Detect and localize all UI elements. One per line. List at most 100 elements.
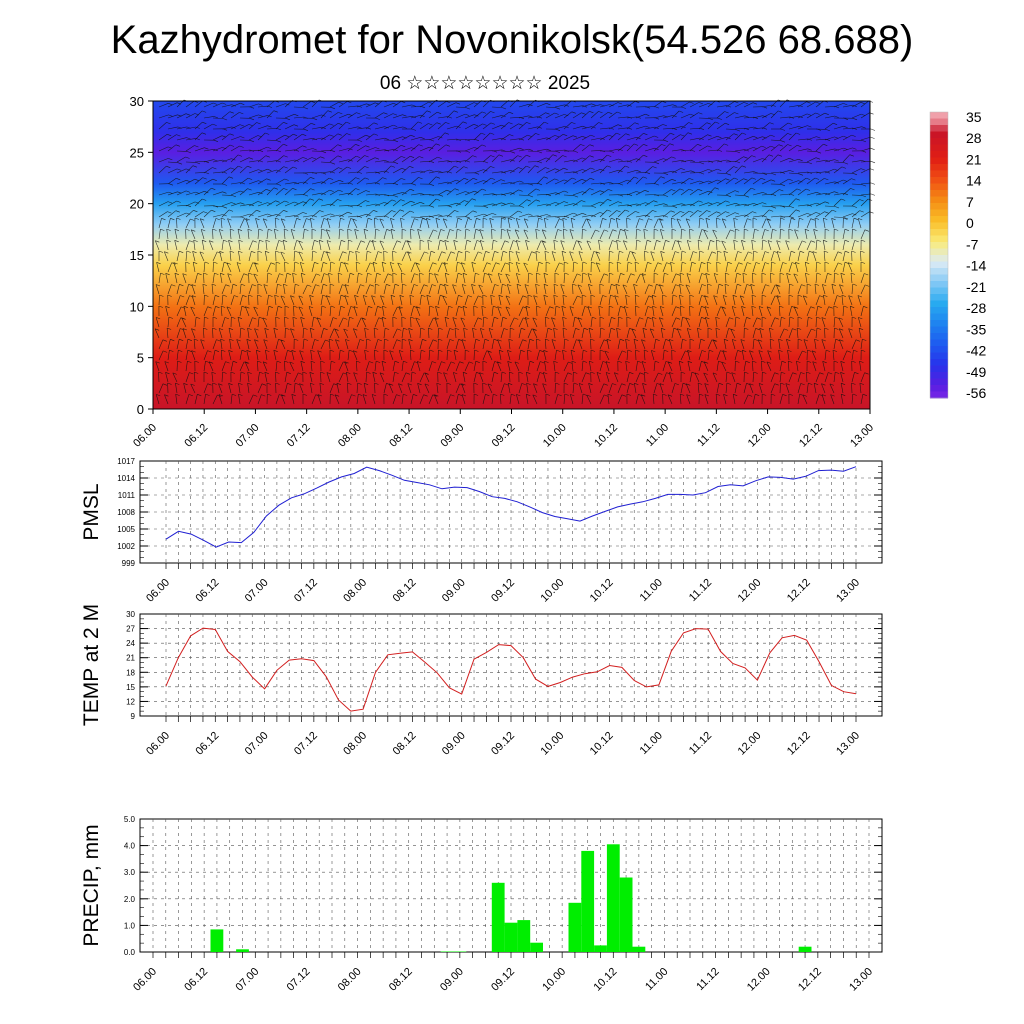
wind-barb	[833, 316, 836, 328]
wind-barb-flag	[160, 272, 165, 275]
wind-barb	[284, 273, 288, 284]
wind-barb	[723, 394, 727, 405]
wind-barb-flag	[203, 371, 209, 374]
wind-barb	[689, 102, 700, 108]
wind-barb	[166, 327, 169, 339]
wind-barb-flag	[311, 123, 316, 126]
wind-barb-flag	[501, 193, 507, 196]
wind-barb-flag	[578, 383, 584, 386]
wind-barb	[823, 218, 826, 229]
wind-barb	[833, 339, 836, 350]
wind-barb-flag	[860, 261, 866, 264]
wind-barb-flag	[619, 338, 625, 341]
wind-barb-flag	[834, 159, 839, 162]
wind-barb	[595, 251, 601, 262]
wind-barb	[770, 229, 773, 240]
wind-barb	[460, 262, 466, 273]
wind-barb	[851, 339, 857, 350]
wind-barb-flag	[644, 250, 649, 253]
wind-barb	[328, 338, 331, 350]
wind-barb	[823, 295, 826, 306]
wind-barb	[842, 213, 853, 218]
wind-barb-flag	[747, 262, 752, 265]
wind-barb-flag	[571, 111, 576, 114]
wind-barb-flag	[616, 111, 622, 114]
wind-barb-flag	[721, 306, 727, 309]
wind-barb-flag	[492, 213, 497, 216]
wind-barb-flag	[589, 155, 594, 158]
wind-barb	[523, 229, 529, 240]
wind-barb-flag	[389, 350, 394, 353]
wind-barb-flag	[701, 350, 707, 353]
wind-barb	[338, 113, 349, 119]
wind-barb-flag	[462, 121, 468, 124]
wind-barb-flag	[734, 190, 740, 193]
wind-barb-flag	[366, 114, 371, 117]
wind-barb	[392, 114, 403, 119]
wind-barb	[488, 273, 493, 284]
wind-barb	[284, 215, 295, 218]
wind-barb-flag	[699, 127, 705, 130]
wind-barb	[635, 349, 637, 361]
wind-barb-flag	[507, 284, 512, 287]
wind-barb	[356, 317, 362, 328]
wind-barb-flag	[849, 154, 854, 157]
wind-barb	[599, 154, 608, 163]
wind-barb	[379, 372, 385, 383]
wind-barb	[193, 240, 196, 251]
wind-barb-flag	[275, 250, 280, 253]
wind-barb-flag	[583, 327, 589, 330]
wind-barb-flag	[692, 251, 698, 254]
wind-barb	[842, 147, 853, 152]
wind-barb-flag	[427, 239, 432, 242]
wind-barb	[266, 169, 277, 174]
wind-barb	[356, 177, 366, 185]
wind-barb	[374, 202, 385, 207]
wind-barb-flag	[807, 125, 812, 128]
wind-barb	[487, 350, 493, 361]
wind-barb-flag	[801, 240, 807, 243]
wind-barb-flag	[188, 394, 194, 397]
wind-barb-flag	[203, 327, 208, 330]
wind-barb	[455, 339, 459, 350]
wind-barb-flag	[564, 393, 569, 396]
wind-barb	[410, 284, 415, 295]
colorbar-segment	[930, 151, 948, 158]
wind-barb-flag	[213, 116, 219, 119]
wind-barb-flag	[478, 295, 483, 298]
wind-barb	[311, 240, 315, 251]
wind-barb-flag	[347, 228, 352, 231]
wind-barb	[455, 178, 465, 185]
wind-barb-flag	[308, 306, 314, 309]
colorbar-segment	[930, 170, 948, 178]
wind-barb	[293, 181, 304, 185]
wind-barb	[274, 229, 277, 240]
wind-barb-flag	[481, 305, 486, 308]
wind-barb-flag	[577, 317, 583, 320]
wind-barb-flag	[807, 349, 812, 352]
wind-barb	[302, 123, 312, 130]
wind-barb	[707, 168, 718, 174]
wind-barb-flag	[544, 360, 549, 363]
wind-barb-flag	[698, 189, 703, 192]
wind-barb	[244, 361, 250, 372]
wind-barb-flag	[374, 157, 380, 160]
wind-barb-flag	[226, 306, 232, 309]
x-tick-label: 06.00	[144, 577, 172, 605]
wind-barb-flag	[371, 295, 376, 298]
wind-barb-flag	[302, 212, 308, 215]
wind-barb	[716, 217, 718, 229]
wind-barb	[293, 240, 297, 251]
wind-barb	[491, 154, 500, 163]
wind-barb	[599, 295, 603, 306]
wind-barb	[399, 295, 403, 306]
wind-barb	[779, 116, 790, 119]
wind-barb-flag	[162, 350, 168, 353]
wind-barb	[464, 228, 467, 240]
wind-barb	[245, 306, 250, 317]
wind-barb	[608, 169, 619, 174]
wind-barb	[491, 106, 503, 108]
wind-barb	[509, 250, 511, 262]
wind-barb	[662, 339, 666, 350]
wind-barb	[191, 350, 196, 361]
